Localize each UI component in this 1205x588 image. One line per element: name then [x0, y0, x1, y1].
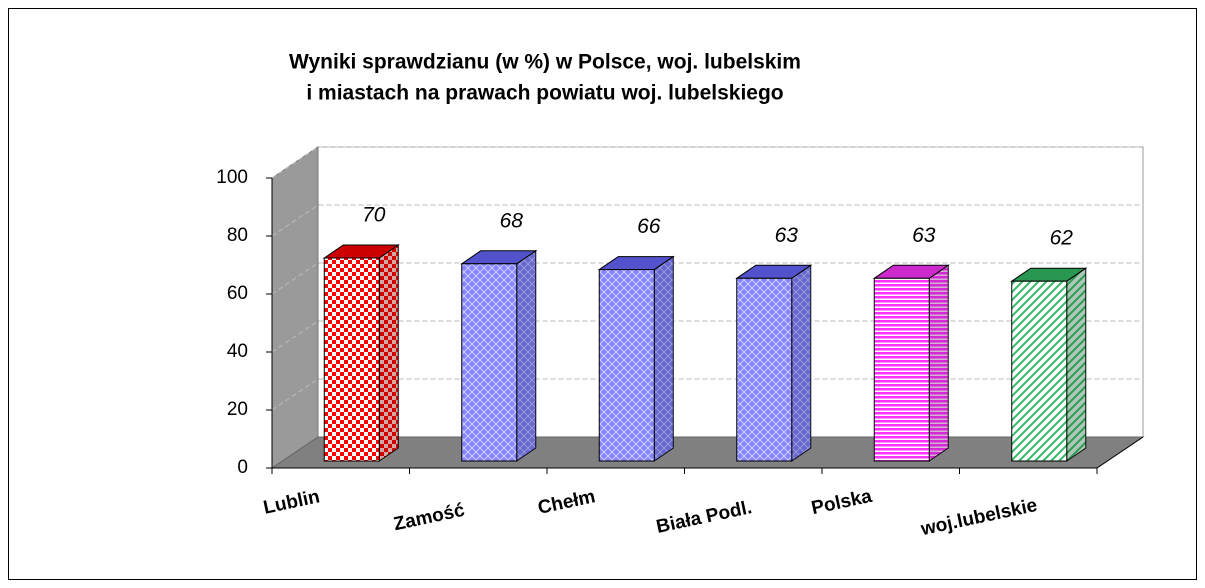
chart-title: i miastach na prawach powiatu woj. lubel… [306, 82, 783, 105]
y-tick-label: 80 [227, 225, 248, 246]
grid-line [271, 146, 1143, 179]
grid-line [271, 204, 1143, 237]
bar-side-shade [379, 245, 399, 461]
bar-side-shade [516, 250, 536, 461]
bar-side-shade [1066, 268, 1086, 461]
data-label: 62 [1050, 227, 1074, 250]
y-tick-label: 40 [227, 341, 248, 362]
bar [1011, 280, 1068, 462]
bar [873, 277, 930, 462]
y-tick-label: 60 [227, 283, 248, 304]
bar [323, 257, 380, 462]
y-tick-label: 0 [237, 457, 248, 478]
grid-line [271, 320, 1143, 353]
grid-line [271, 262, 1143, 295]
bar [736, 277, 793, 462]
bar [461, 263, 518, 462]
y-tick-label: 100 [216, 167, 248, 188]
data-label: 70 [362, 204, 386, 227]
data-label: 68 [500, 209, 524, 232]
bar-side-shade [791, 265, 811, 461]
grid-line [271, 378, 1143, 411]
data-label: 63 [912, 224, 936, 247]
data-label: 63 [775, 224, 799, 247]
bar-side-shade [654, 256, 674, 461]
bar [598, 269, 655, 462]
x-axis-side [1096, 436, 1144, 469]
y-tick-label: 20 [227, 399, 248, 420]
side-wall [271, 146, 319, 469]
bar-side-shade [929, 265, 949, 461]
chart-title: Wyniki sprawdzianu (w %) w Polsce, woj. … [289, 51, 801, 74]
data-label: 66 [637, 215, 661, 238]
